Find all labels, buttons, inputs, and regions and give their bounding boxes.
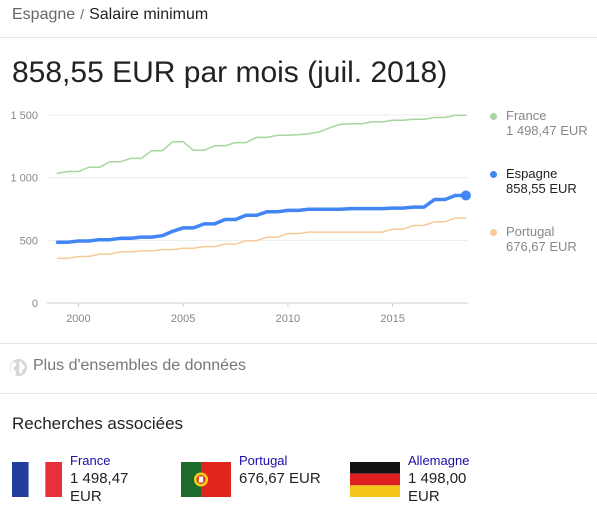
espagne-series-line: [55, 193, 468, 244]
espagne-current-point: [460, 190, 471, 201]
more-datasets-label: Plus d'ensembles de données: [33, 357, 246, 374]
related-item-name[interactable]: Portugal: [239, 453, 288, 468]
legend-value: 858,55 EUR: [506, 181, 577, 196]
globe-icon: [9, 358, 28, 377]
portugal-flag-icon: [181, 462, 231, 497]
portugal-series-line: [56, 217, 467, 260]
france-legend-marker: [490, 113, 497, 120]
x-tick-label: 2005: [171, 313, 195, 325]
legend-value: 1 498,47 EUR: [506, 123, 588, 138]
germany-flag-icon: [350, 462, 400, 497]
breadcrumb: Espagne / Salaire minimum: [12, 6, 208, 24]
legend-value: 676,67 EUR: [506, 239, 577, 254]
portugal-legend-marker: [490, 229, 497, 236]
related-item-name[interactable]: Allemagne: [408, 453, 470, 468]
legend-name: France: [506, 108, 547, 123]
x-tick-label: 2010: [276, 313, 300, 325]
x-tick-label: 2000: [66, 313, 90, 325]
related-searches-title: Recherches associées: [12, 414, 184, 433]
breadcrumb-parent[interactable]: Espagne: [12, 6, 76, 23]
france-series-line: [56, 114, 467, 174]
legend-name: Portugal: [506, 224, 555, 239]
france-flag-icon: [12, 462, 62, 497]
related-item-value: 1 498,00 EUR: [408, 470, 467, 505]
page-title: 858,55 EUR par mois (juil. 2018): [12, 56, 448, 89]
legend-name: Espagne: [506, 166, 558, 181]
divider: [0, 37, 597, 38]
breadcrumb-separator: /: [80, 6, 85, 22]
related-item-value: 1 498,47 EUR: [70, 470, 129, 505]
related-item-name[interactable]: France: [70, 453, 111, 468]
related-item-value: 676,67 EUR: [239, 470, 321, 487]
y-tick-label: 0: [32, 298, 38, 310]
y-tick-label: 1 500: [10, 110, 38, 122]
breadcrumb-current: Salaire minimum: [89, 6, 209, 23]
y-tick-label: 1 000: [10, 173, 38, 185]
divider: [0, 393, 597, 394]
salary-line-chart[interactable]: 0 500 1 000 1 500 2000 2005 2010 2015: [0, 100, 597, 330]
divider: [0, 343, 597, 344]
espagne-legend-marker: [490, 171, 497, 178]
x-tick-label: 2015: [380, 313, 404, 325]
y-tick-label: 500: [20, 235, 38, 247]
